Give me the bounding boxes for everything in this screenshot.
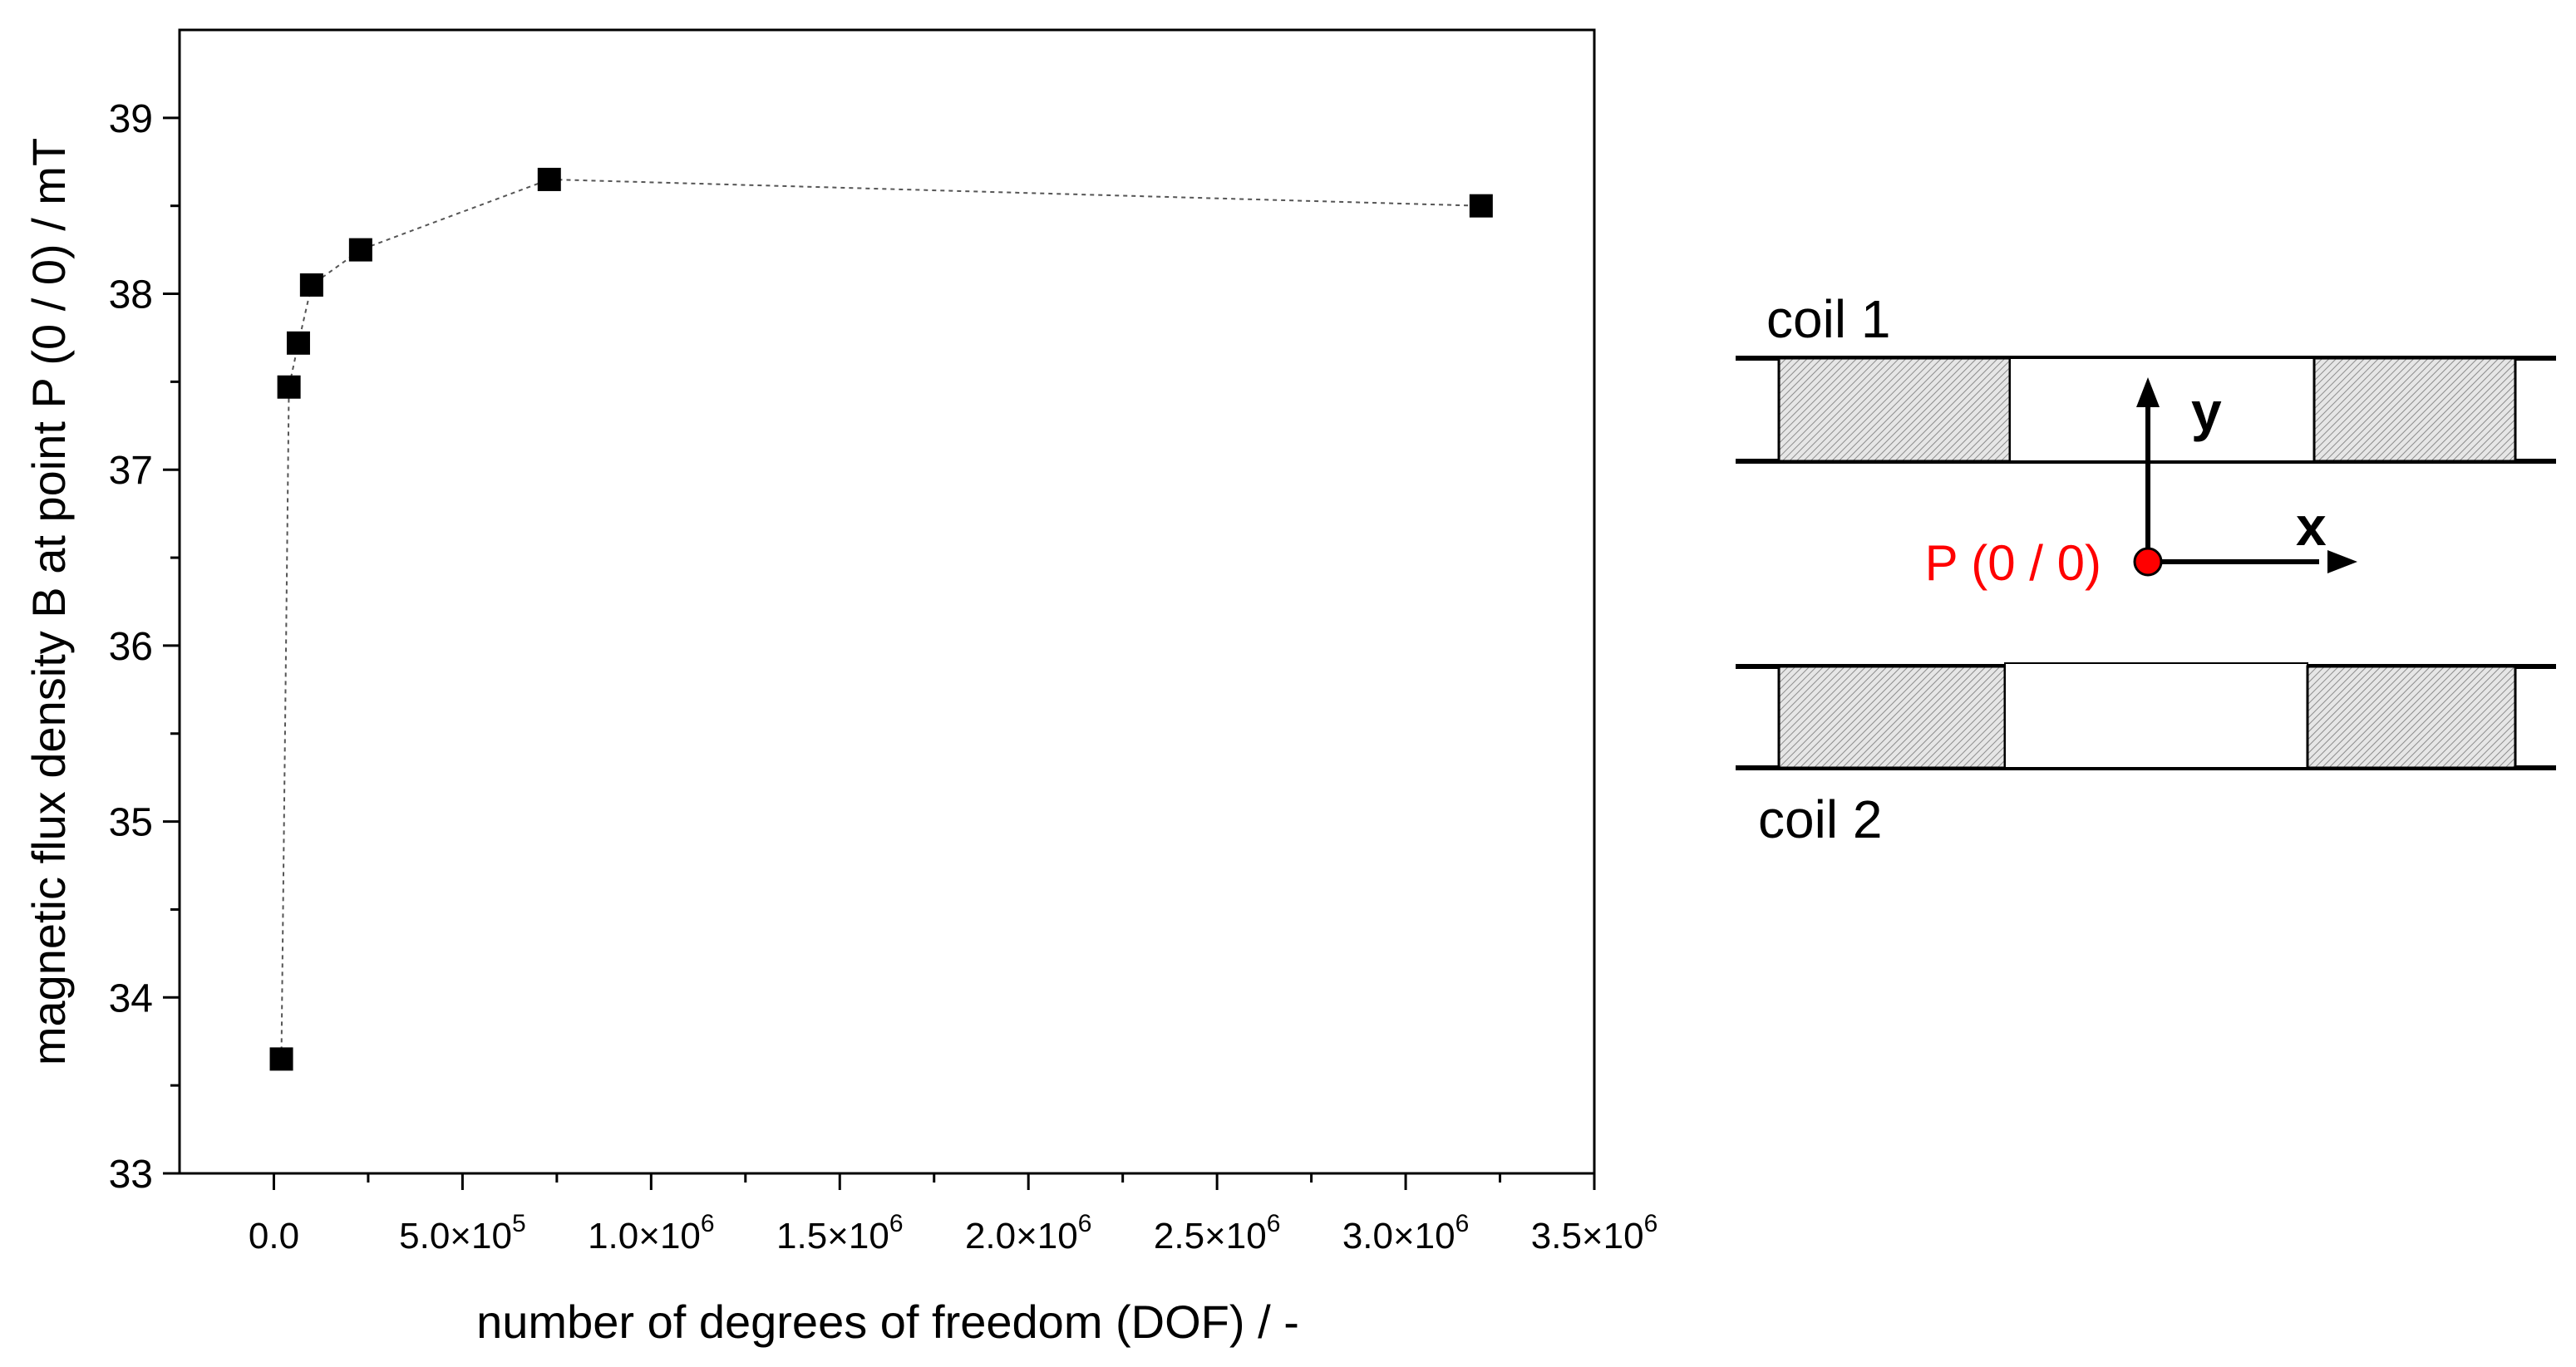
coil-1-left-winding xyxy=(1777,357,2012,463)
y-tick-label: 38 xyxy=(109,273,153,317)
plot-frame xyxy=(178,28,1596,1175)
series-line xyxy=(280,178,1481,1060)
coil-2-label: coil 2 xyxy=(1758,789,1882,849)
y-tick-label: 36 xyxy=(109,625,153,669)
x-tick-label: 3.0×106 xyxy=(1342,1210,1470,1256)
y-ticks: 33 34 35 36 37 38 39 xyxy=(109,97,180,1197)
coil-1-label: coil 1 xyxy=(1766,289,1890,349)
y-tick-label: 35 xyxy=(109,801,153,845)
x-tick-label: 1.5×106 xyxy=(776,1210,903,1256)
coil-2-gap xyxy=(2004,662,2308,769)
x-tick-label: 5.0×105 xyxy=(399,1210,526,1256)
coil-1-gap xyxy=(2009,357,2315,462)
coil-2 xyxy=(1736,662,2556,770)
y-tick-label: 34 xyxy=(109,976,153,1020)
data-point xyxy=(277,375,301,399)
x-tick-label: 3.5×106 xyxy=(1531,1210,1658,1256)
data-point xyxy=(348,238,372,262)
x-ticks: 0.0 5.0×105 1.0×106 1.5×106 2.0×106 2.5×106 3.… xyxy=(249,1173,1657,1256)
data-point xyxy=(286,331,310,355)
x-tick-label: 1.0×106 xyxy=(588,1210,715,1256)
x-axis-title: number of degrees of freedom (DOF) / - xyxy=(476,1296,1299,1348)
x-axis-arrow-head xyxy=(2327,550,2357,573)
data-point xyxy=(299,273,323,297)
y-axis-label: y xyxy=(2191,381,2222,442)
data-point xyxy=(1469,194,1493,218)
data-point xyxy=(269,1047,293,1071)
x-tick-label: 0.0 xyxy=(249,1216,299,1256)
coil-diagram: coil 1 coil 2 y xyxy=(1736,289,2556,849)
y-axis-arrow-head xyxy=(2136,377,2160,407)
origin-point-label: P (0 / 0) xyxy=(1925,535,2101,591)
coil-2-right-winding xyxy=(2306,665,2517,770)
data-points xyxy=(269,167,1493,1071)
origin-point xyxy=(2133,547,2163,577)
y-tick-label: 37 xyxy=(109,449,153,493)
data-point xyxy=(537,167,561,191)
x-tick-label: 2.5×106 xyxy=(1154,1210,1281,1256)
chart: 0.0 5.0×105 1.0×106 1.5×106 2.0×106 2.5×106 3.… xyxy=(22,28,1657,1348)
y-tick-label: 33 xyxy=(109,1153,153,1197)
coil-2-left-winding xyxy=(1777,665,2007,770)
coil-1 xyxy=(1736,356,2556,464)
y-tick-label: 39 xyxy=(109,97,153,141)
x-axis-label: x xyxy=(2296,495,2327,557)
coil-1-right-winding xyxy=(2312,357,2517,463)
x-tick-label: 2.0×106 xyxy=(965,1210,1092,1256)
y-axis-title: magnetic flux density B at point P (0 / … xyxy=(22,138,75,1065)
